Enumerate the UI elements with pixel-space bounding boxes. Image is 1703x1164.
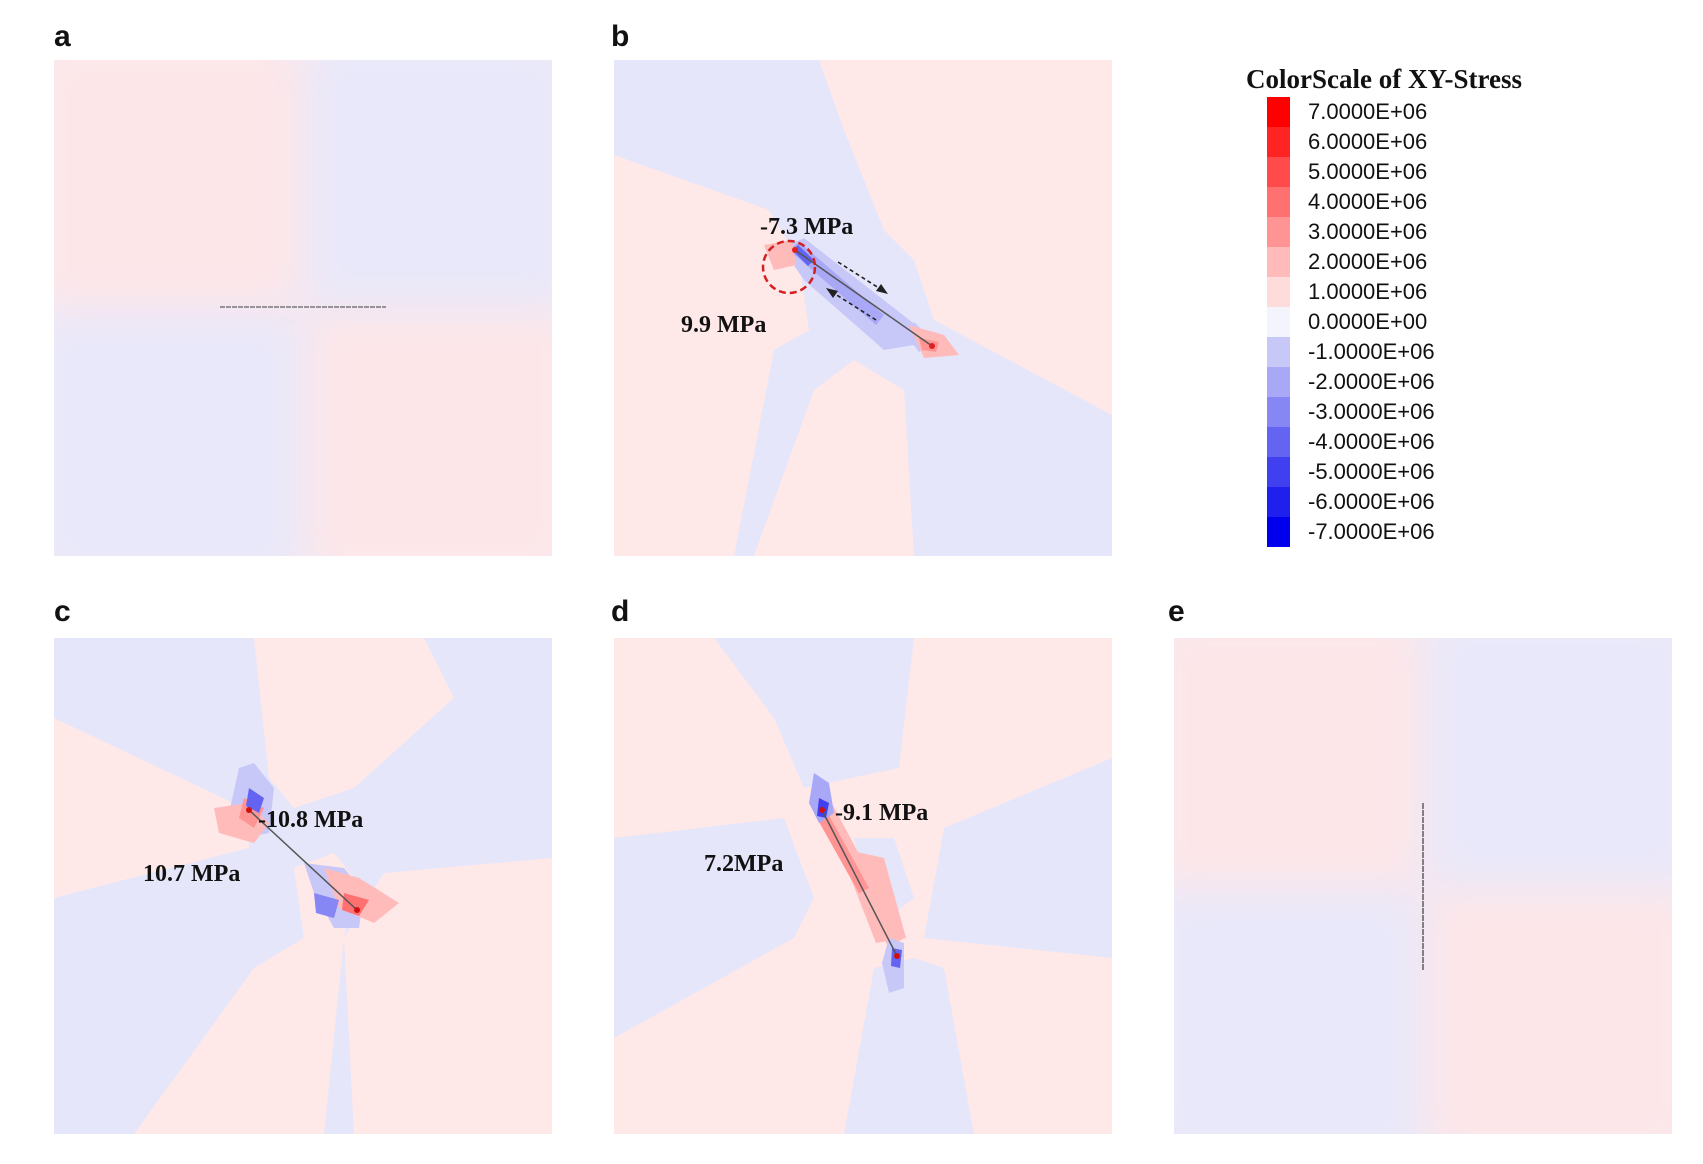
- legend-label: 2.0000E+06: [1308, 249, 1428, 274]
- legend-label: -2.0000E+06: [1308, 369, 1435, 394]
- legend-label: 4.0000E+06: [1308, 189, 1428, 214]
- legend-label: -5.0000E+06: [1308, 459, 1435, 484]
- panel-label-c: c: [54, 595, 71, 628]
- panel-label-b: b: [611, 20, 630, 53]
- annotation-d-tip-top: -9.1 MPa: [835, 800, 929, 826]
- legend-label: -1.0000E+06: [1308, 339, 1435, 364]
- annotation-d-tip-bottom: 7.2MPa: [704, 851, 784, 877]
- shear-arrow-backward: [831, 291, 877, 321]
- legend-swatch: [1267, 187, 1290, 217]
- annotation-b-tip-top: -7.3 MPa: [760, 214, 854, 240]
- stress-map-panel-e: [1174, 638, 1672, 1134]
- fracture-line: [248, 809, 358, 911]
- legend-label: -7.0000E+06: [1308, 519, 1435, 544]
- legend-label: 1.0000E+06: [1308, 279, 1428, 304]
- annotation-c-tip-top: -10.8 MPa: [258, 807, 364, 833]
- legend-swatch: [1267, 247, 1290, 277]
- legend-label: -3.0000E+06: [1308, 399, 1435, 424]
- legend-swatch: [1267, 517, 1290, 547]
- legend-swatch: [1267, 307, 1290, 337]
- legend-swatch: [1267, 487, 1290, 517]
- stress-map-panel-b: [614, 60, 1112, 556]
- legend-swatch: [1267, 427, 1290, 457]
- legend-label: -4.0000E+06: [1308, 429, 1435, 454]
- legend-label: 5.0000E+06: [1308, 159, 1428, 184]
- legend-swatch: [1267, 277, 1290, 307]
- shear-arrow-forward: [837, 261, 883, 291]
- stress-map-panel-d: [614, 638, 1112, 1134]
- legend-labels: 7.0000E+06 6.0000E+06 5.0000E+06 4.0000E+06…: [1308, 97, 1435, 547]
- legend-label: 0.0000E+00: [1308, 309, 1428, 334]
- legend-swatch: [1267, 157, 1290, 187]
- legend-color-bar: [1267, 97, 1290, 547]
- annotation-b-tip-bottom: 9.9 MPa: [681, 312, 767, 338]
- highlight-circle: [761, 239, 817, 295]
- panel-label-a: a: [54, 20, 71, 53]
- legend-label: 6.0000E+06: [1308, 129, 1428, 154]
- legend-swatch: [1267, 367, 1290, 397]
- color-scale-legend: ColorScale of XY-Stress 7.0000E+06 6.0000…: [1246, 64, 1666, 564]
- legend-label: 7.0000E+06: [1308, 99, 1428, 124]
- legend-swatch: [1267, 217, 1290, 247]
- legend-title: ColorScale of XY-Stress: [1246, 64, 1522, 94]
- legend-swatch: [1267, 397, 1290, 427]
- stress-map-panel-c: [54, 638, 552, 1134]
- legend-label: -6.0000E+06: [1308, 489, 1435, 514]
- legend-swatch: [1267, 127, 1290, 157]
- panel-label-d: d: [611, 595, 630, 628]
- fracture-line: [794, 249, 933, 347]
- stress-map-panel-a: [54, 60, 552, 556]
- legend-label: 3.0000E+06: [1308, 219, 1428, 244]
- legend-swatch: [1267, 97, 1290, 127]
- panel-label-e: e: [1168, 595, 1185, 628]
- legend-swatch: [1267, 337, 1290, 367]
- legend-swatch: [1267, 457, 1290, 487]
- annotation-c-tip-bottom: 10.7 MPa: [143, 861, 241, 887]
- fracture-line: [821, 809, 898, 957]
